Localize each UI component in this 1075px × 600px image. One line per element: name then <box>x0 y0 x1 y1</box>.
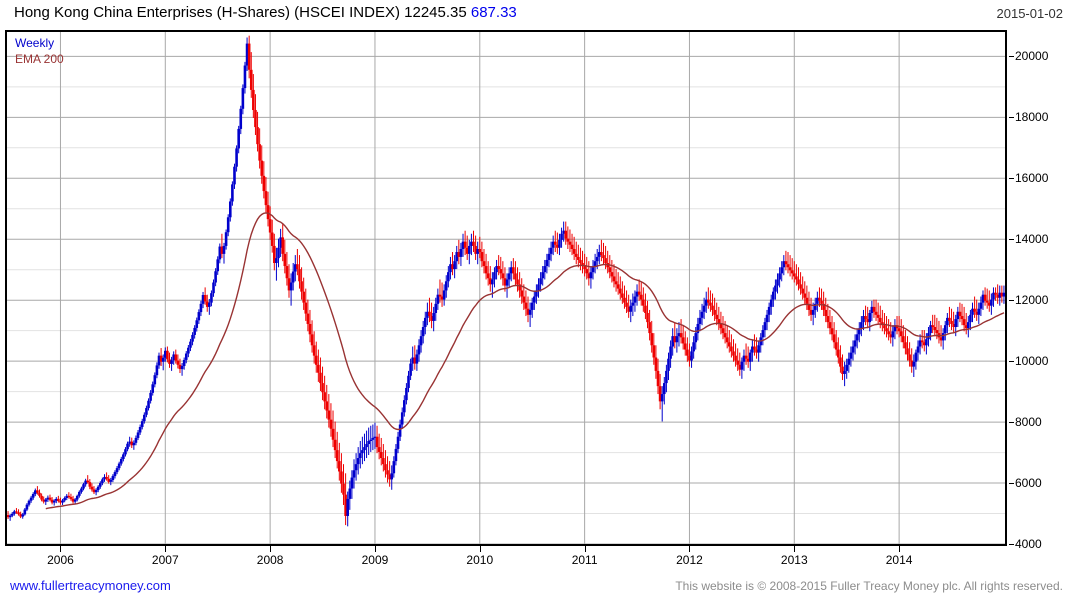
x-axis-tick <box>270 546 272 552</box>
x-axis-label: 2006 <box>47 553 74 567</box>
chart-date: 2015-01-02 <box>996 6 1064 21</box>
y-axis-label: 14000 <box>1015 232 1049 247</box>
y-axis-tick <box>1009 422 1014 424</box>
y-axis-tick <box>1009 117 1014 119</box>
legend-item-weekly: Weekly <box>15 36 55 50</box>
x-axis-label: 2012 <box>676 553 703 567</box>
x-axis-label: 2011 <box>571 553 598 567</box>
y-axis-label: 16000 <box>1015 171 1049 186</box>
x-axis-tick <box>584 546 586 552</box>
y-axis-tick <box>1009 361 1014 363</box>
copyright-notice: This website is © 2008-2015 Fuller Treac… <box>675 579 1063 593</box>
x-axis-tick <box>689 546 691 552</box>
x-axis-tick <box>165 546 167 552</box>
chart-header: Hong Kong China Enterprises (H-Shares) (… <box>0 0 1075 28</box>
x-axis-label: 2008 <box>256 553 284 567</box>
y-axis-tick <box>1009 178 1014 180</box>
instrument-title: Hong Kong China Enterprises (H-Shares) (… <box>14 4 467 21</box>
chart-legend: Weekly EMA 200 <box>15 35 64 67</box>
y-axis-label: 20000 <box>1015 49 1049 64</box>
y-axis-tick <box>1009 300 1014 302</box>
y-axis-tick <box>1009 239 1014 241</box>
x-axis-tick <box>479 546 481 552</box>
x-axis-label: 2010 <box>466 553 494 567</box>
y-axis: 4000 6000 8000 10000 12000 14000 16000 18000 200… <box>1009 30 1075 551</box>
x-axis: 2006 2007 2008 2009 2010 2011 2012 2013 2014 <box>5 546 1007 570</box>
page-title: Hong Kong China Enterprises (H-Shares) (… <box>14 4 517 21</box>
y-axis-tick <box>1009 56 1014 58</box>
x-axis-label: 2007 <box>151 553 179 567</box>
x-axis-tick <box>60 546 62 552</box>
price-change: 687.33 <box>470 4 517 21</box>
y-axis-label: 6000 <box>1015 476 1042 491</box>
y-axis-tick <box>1009 483 1014 485</box>
price-series-layer <box>7 35 1005 527</box>
y-axis-label: 12000 <box>1015 293 1049 308</box>
y-axis-label: 4000 <box>1015 537 1042 551</box>
y-axis-label: 18000 <box>1015 110 1049 125</box>
y-axis-label: 10000 <box>1015 354 1049 369</box>
legend-item-ema200: EMA 200 <box>15 52 64 66</box>
x-axis-label: 2009 <box>361 553 389 567</box>
x-axis-label: 2013 <box>780 553 808 567</box>
site-url-link[interactable]: www.fullertreacymoney.com <box>10 578 171 593</box>
x-axis-label: 2014 <box>885 553 913 567</box>
chart-footer: www.fullertreacymoney.com This website i… <box>0 574 1075 600</box>
y-axis-tick <box>1009 544 1014 545</box>
plot-inner <box>7 32 1005 544</box>
plot-frame[interactable]: Weekly EMA 200 <box>5 30 1007 546</box>
y-axis-label: 8000 <box>1015 415 1042 430</box>
x-axis-tick <box>794 546 796 552</box>
x-axis-tick <box>374 546 376 552</box>
x-axis-tick <box>899 546 901 552</box>
